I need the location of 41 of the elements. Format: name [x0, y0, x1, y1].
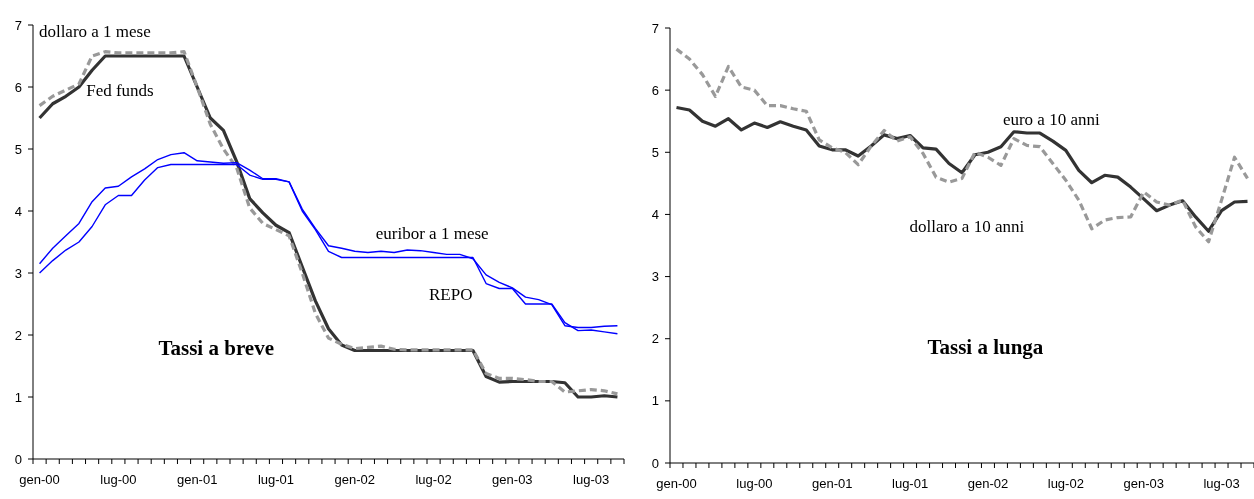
x-tick-label: gen-00	[19, 472, 60, 487]
text: Tassi a breve	[158, 335, 274, 360]
x-tick-label: lug-02	[1047, 476, 1084, 491]
y-tick-label: 6	[651, 82, 659, 98]
y-tick-label: 4	[651, 206, 659, 222]
x-tick-label: lug-03	[573, 472, 610, 487]
series-label: REPO	[428, 285, 473, 305]
text: dollaro a 10 anni	[909, 216, 1025, 236]
y-tick-label: 2	[14, 327, 22, 343]
x-tick-label: lug-01	[257, 472, 295, 487]
y-tick-label: 5	[14, 141, 22, 157]
y-tick-label: 3	[14, 265, 22, 281]
x-tick-label: lug-02	[415, 472, 452, 487]
series-label: euribor a 1 mese	[375, 224, 489, 244]
y-tick-label: 0	[651, 455, 659, 471]
y-tick-label: 5	[651, 144, 659, 160]
series-label: euro a 10 anni	[1002, 110, 1100, 130]
x-tick-label: gen-03	[1123, 476, 1164, 491]
y-tick-label: 2	[651, 331, 659, 347]
y-tick-label: 3	[651, 269, 659, 285]
y-tick-label: 1	[651, 393, 659, 409]
x-tick-label: gen-02	[334, 472, 376, 487]
text: Tassi a lunga	[927, 335, 1044, 360]
y-tick-label: 7	[651, 20, 659, 36]
series-label: dollaro a 1 mese	[38, 22, 151, 42]
y-tick-label: 6	[14, 79, 22, 95]
y-tick-label: 7	[14, 17, 22, 33]
x-tick-label: lug-00	[736, 476, 773, 491]
x-tick-label: gen-01	[811, 476, 853, 491]
x-tick-label: gen-03	[492, 472, 533, 487]
series-label: Fed funds	[86, 81, 154, 101]
x-tick-label: lug-03	[1203, 476, 1240, 491]
x-tick-label: gen-00	[656, 476, 697, 491]
x-tick-label: gen-02	[967, 476, 1009, 491]
x-tick-label: gen-01	[176, 472, 218, 487]
line-series	[674, 47, 1250, 244]
y-tick-label: 1	[14, 389, 22, 405]
y-tick-label: 0	[14, 451, 22, 467]
x-tick-label: lug-01	[892, 476, 929, 491]
y-tick-label: 4	[14, 203, 22, 219]
x-tick-label: lug-00	[100, 472, 137, 487]
